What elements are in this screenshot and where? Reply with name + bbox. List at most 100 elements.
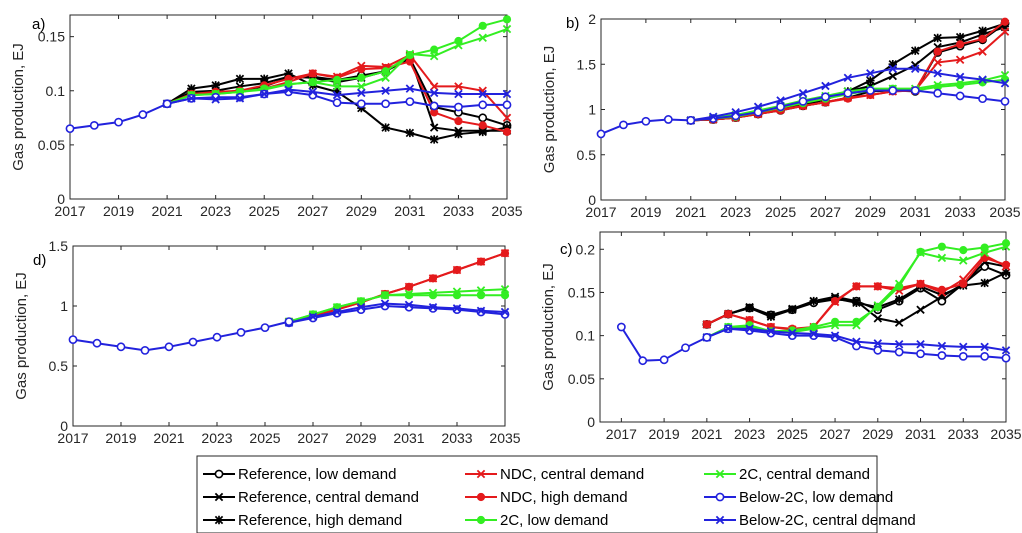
x-tick-label: 2023	[720, 204, 751, 220]
x-tick-label: 2029	[862, 426, 893, 442]
data-point	[830, 331, 840, 340]
series-line	[706, 265, 1007, 326]
series-ndc-high-demand	[284, 249, 510, 326]
data-point	[1000, 70, 1010, 80]
x-tick-label: 2017	[54, 203, 85, 219]
data-point	[894, 295, 904, 304]
historical-series	[68, 317, 294, 355]
data-point	[428, 302, 438, 312]
legend-entry: Below-2C, central demand	[704, 512, 916, 529]
legend-entry: Below-2C, low demand	[704, 489, 893, 506]
data-point	[308, 87, 318, 97]
data-point	[1000, 79, 1010, 88]
data-point	[502, 123, 512, 132]
series-below-2c-low-demand	[702, 324, 1011, 363]
data-point	[404, 282, 414, 291]
data-point	[332, 98, 342, 108]
data-point	[937, 351, 947, 360]
data-point	[723, 324, 733, 333]
y-tick-label: 0	[587, 414, 595, 430]
data-point	[852, 337, 861, 346]
data-point	[894, 279, 904, 289]
y-ticks: 0 0.5 1 1.5 2	[577, 11, 1005, 208]
data-point	[332, 75, 342, 85]
plot-area	[616, 239, 1011, 366]
data-point	[478, 89, 487, 99]
data-point	[888, 60, 897, 69]
data-point	[959, 279, 968, 288]
data-point	[933, 69, 942, 78]
x-tick-label: 2033	[443, 203, 474, 219]
legend-marker	[476, 469, 486, 479]
panel-label: a)	[32, 16, 45, 33]
data-point	[681, 343, 690, 353]
legend-entry: NDC, central demand	[465, 466, 644, 483]
series-below-2c-central-demand	[686, 64, 1010, 125]
data-point	[686, 115, 696, 125]
data-point	[798, 88, 808, 98]
data-point	[776, 96, 785, 105]
data-point	[308, 312, 318, 322]
data-point	[663, 115, 673, 124]
data-point	[500, 249, 510, 258]
data-point	[500, 284, 510, 294]
y-tick-label: 0.05	[568, 371, 595, 387]
data-point	[933, 33, 942, 43]
x-tick-label: 2031	[900, 204, 931, 220]
data-point	[916, 279, 925, 288]
data-point	[916, 248, 925, 257]
data-point	[873, 303, 882, 312]
data-point	[980, 253, 989, 263]
y-axis-label: Gas production, EJ	[540, 263, 557, 391]
legend-label: Below-2C, central demand	[739, 512, 916, 529]
data-point	[476, 286, 486, 295]
y-tick-label: 0.05	[38, 137, 65, 153]
data-point	[116, 342, 126, 352]
data-point	[1001, 260, 1011, 269]
data-point	[1001, 242, 1011, 251]
data-point	[164, 342, 174, 352]
data-point	[308, 69, 317, 78]
data-point	[596, 129, 606, 139]
data-point	[380, 299, 390, 308]
data-point	[502, 89, 512, 99]
data-point	[798, 96, 808, 106]
series-2c-low-demand	[284, 291, 510, 326]
data-point	[821, 92, 830, 102]
data-point	[980, 351, 990, 361]
data-point	[959, 342, 968, 352]
x-tick-label: 2031	[905, 426, 936, 442]
data-point	[766, 327, 776, 336]
y-tick-label: 0.15	[568, 284, 595, 300]
data-point	[937, 253, 947, 263]
data-point	[821, 81, 830, 91]
data-point	[978, 47, 987, 56]
data-point	[873, 282, 882, 291]
data-point	[843, 88, 853, 98]
series-line	[706, 261, 1007, 326]
data-point	[502, 24, 512, 34]
legend-label: 2C, low demand	[500, 512, 608, 529]
series-line	[288, 288, 506, 323]
legend-entry: Reference, central demand	[203, 489, 419, 506]
data-point	[500, 307, 510, 317]
y-tick-label: 0.5	[577, 147, 597, 163]
series-reference-high-demand	[686, 19, 1010, 125]
data-point	[619, 120, 628, 130]
data-point	[955, 79, 965, 88]
data-point	[405, 128, 415, 138]
data-point	[429, 101, 439, 111]
data-point	[830, 296, 840, 306]
data-point	[478, 21, 487, 30]
data-point	[332, 90, 342, 100]
y-tick-label: 1.5	[49, 238, 69, 254]
data-point	[894, 318, 904, 327]
data-point	[809, 329, 818, 339]
x-tick-label: 2033	[945, 204, 976, 220]
x-tick-label: 2017	[585, 204, 616, 220]
data-point	[454, 41, 463, 50]
legend-marker	[476, 515, 486, 525]
data-point	[788, 305, 797, 314]
data-point	[873, 301, 883, 310]
data-point	[641, 116, 651, 126]
